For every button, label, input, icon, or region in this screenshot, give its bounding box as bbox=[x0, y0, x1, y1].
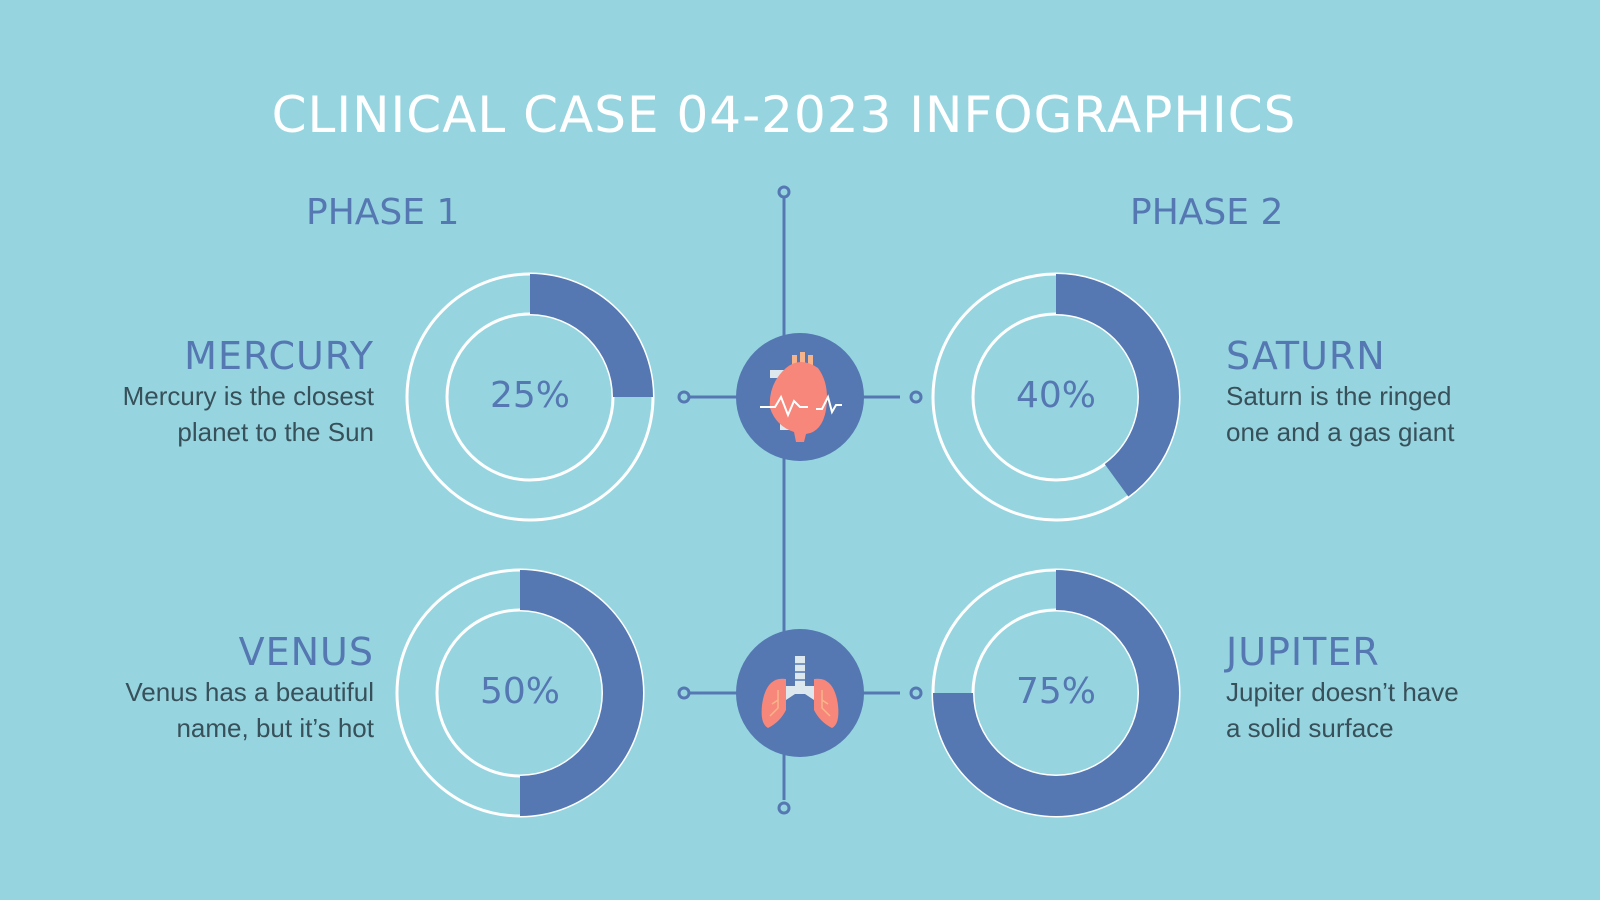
planet-mercury: MERCURY Mercury is the closest planet to… bbox=[44, 334, 374, 450]
heart-icon bbox=[736, 333, 864, 461]
donut-mercury bbox=[405, 272, 655, 522]
planet-name: VENUS bbox=[238, 630, 374, 674]
planet-desc-line1: Mercury is the closest bbox=[122, 381, 374, 411]
donut-jupiter bbox=[931, 568, 1181, 818]
phase-1-heading: PHASE 1 bbox=[306, 192, 460, 233]
lungs-icon bbox=[736, 629, 864, 757]
planet-name: SATURN bbox=[1226, 334, 1386, 378]
planet-desc-line1: Saturn is the ringed bbox=[1226, 381, 1452, 411]
mercury-percent: 25% bbox=[489, 375, 570, 416]
planet-desc-line1: Venus has a beautiful bbox=[125, 677, 374, 707]
planet-saturn: SATURN Saturn is the ringed one and a ga… bbox=[1226, 334, 1556, 450]
page-title: CLINICAL CASE 04-2023 INFOGRAPHICS bbox=[271, 86, 1297, 144]
planet-venus: VENUS Venus has a beautiful name, but it… bbox=[44, 630, 374, 746]
planet-jupiter: JUPITER Jupiter doesn’t have a solid sur… bbox=[1226, 630, 1556, 746]
saturn-percent: 40% bbox=[1015, 375, 1096, 416]
jupiter-percent: 75% bbox=[1015, 671, 1096, 712]
planet-desc-line2: one and a gas giant bbox=[1226, 417, 1455, 447]
phase-2-heading: PHASE 2 bbox=[1130, 192, 1284, 233]
venus-percent: 50% bbox=[479, 671, 560, 712]
connector-end-nodes bbox=[677, 185, 923, 815]
planet-name: MERCURY bbox=[184, 334, 374, 378]
planet-desc-line2: planet to the Sun bbox=[177, 417, 374, 447]
donut-venus bbox=[395, 568, 645, 818]
planet-desc-line2: name, but it’s hot bbox=[176, 713, 374, 743]
donut-saturn bbox=[931, 272, 1181, 522]
planet-desc-line2: a solid surface bbox=[1226, 713, 1394, 743]
planet-name: JUPITER bbox=[1226, 630, 1380, 674]
planet-desc-line1: Jupiter doesn’t have bbox=[1226, 677, 1459, 707]
